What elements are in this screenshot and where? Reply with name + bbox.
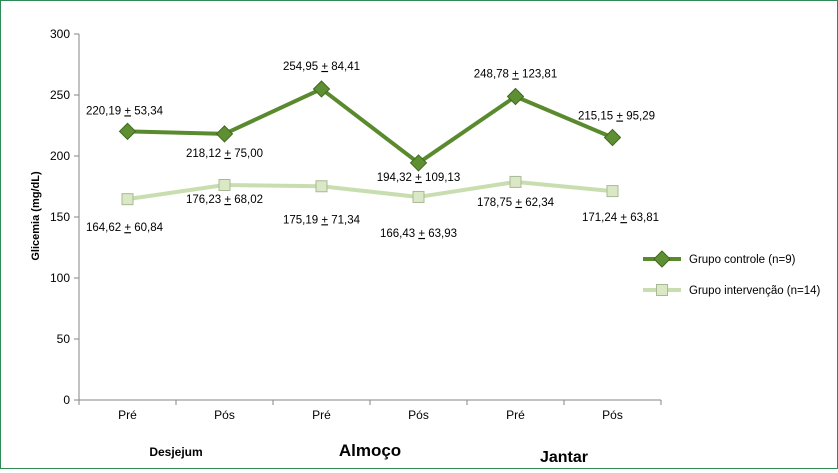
- data-label: 166,43 + 63,93: [380, 228, 457, 240]
- data-label: 171,24 + 63,81: [582, 212, 659, 224]
- x-tick-label: Pré: [506, 408, 525, 422]
- legend-swatch-marker: [653, 250, 671, 268]
- y-tick-label: 50: [57, 332, 71, 346]
- controle-point: [215, 125, 234, 143]
- group-label: Jantar: [540, 449, 588, 466]
- y-tick-label: 0: [63, 393, 70, 407]
- controle-point: [118, 122, 137, 141]
- legend: Grupo controle (n=9) Grupo intervenção (n…: [643, 250, 821, 297]
- data-label: 178,75 + 62,34: [477, 197, 555, 209]
- y-tick-label: 250: [50, 88, 70, 102]
- intervencao-point: [121, 193, 134, 206]
- y-axis-label: Glicemia (mg/dL): [30, 171, 42, 261]
- data-label: 220,19 + 53,34: [86, 105, 164, 117]
- intervencao-point: [412, 190, 425, 203]
- x-tick-label: Pré: [312, 408, 331, 422]
- group-label: Desjejum: [149, 445, 202, 459]
- series-line: [127, 179, 613, 202]
- data-label: 215,15 + 95,29: [578, 111, 655, 123]
- legend-swatch-marker: [656, 284, 668, 296]
- y-tick-label: 150: [50, 210, 70, 224]
- legend-label: Grupo intervenção (n=14): [689, 285, 821, 297]
- data-label: 175,19 + 71,34: [283, 214, 361, 226]
- data-label: 194,32 + 109,13: [377, 172, 460, 184]
- x-tick-label: Pós: [408, 408, 429, 422]
- data-label: 218,12 + 75,00: [186, 148, 263, 160]
- series-line: [127, 86, 614, 165]
- intervencao-point: [606, 185, 619, 198]
- x-tick-label: Pós: [602, 408, 623, 422]
- category-groups: Desjejum Almoço Jantar: [149, 441, 588, 466]
- y-tick-label: 100: [50, 271, 70, 285]
- intervencao-point: [509, 175, 522, 188]
- data-labels: 220,19 + 53,34 218,12 + 75,00 254,95 + 84,…: [86, 61, 659, 240]
- x-tick-labels: Pré Pós Pré Pós Pré Pós: [118, 408, 623, 422]
- y-tick-labels: 0 50 100 150 200 250 300: [50, 27, 70, 407]
- controle-point: [312, 80, 331, 98]
- y-tick-label: 300: [50, 27, 70, 41]
- data-label: 248,78 + 123,81: [474, 68, 557, 80]
- x-tick-label: Pós: [214, 408, 235, 422]
- controle-point: [409, 154, 428, 172]
- intervencao-point: [315, 180, 328, 193]
- controle-point: [603, 128, 622, 147]
- data-label: 164,62 + 60,84: [86, 222, 164, 234]
- x-tick-label: Pré: [118, 408, 137, 422]
- legend-label: Grupo controle (n=9): [689, 254, 796, 266]
- group-label: Almoço: [339, 441, 401, 460]
- intervencao-point: [218, 178, 231, 191]
- series-layer: [118, 80, 622, 206]
- data-label: 254,95 + 84,41: [283, 61, 360, 73]
- controle-point: [506, 87, 525, 106]
- axes: [74, 33, 662, 405]
- data-label: 176,23 + 68,02: [186, 194, 263, 206]
- y-tick-label: 200: [50, 149, 70, 163]
